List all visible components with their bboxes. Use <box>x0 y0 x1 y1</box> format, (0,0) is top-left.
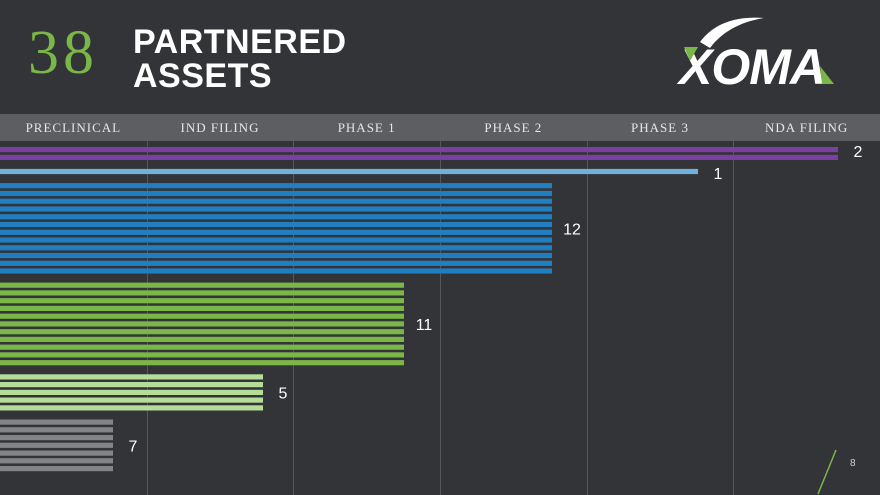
asset-bar <box>0 147 838 153</box>
bar-group-phase-3 <box>0 168 698 175</box>
asset-bar <box>0 221 552 228</box>
asset-bar <box>0 329 404 335</box>
asset-bar <box>0 305 404 311</box>
asset-bar <box>0 374 263 380</box>
asset-bar <box>0 260 552 266</box>
xoma-logo: XOMA <box>676 17 834 90</box>
count-label-phase-1: 11 <box>416 317 433 334</box>
phase-label-preclinical: PRECLINICAL <box>25 120 122 135</box>
bar-group-preclinical <box>0 419 113 472</box>
asset-bar <box>0 352 404 358</box>
asset-bar <box>0 214 552 220</box>
asset-bar <box>0 229 552 235</box>
asset-bar <box>0 450 113 456</box>
phase-header-band <box>0 114 880 141</box>
asset-bar <box>0 405 263 411</box>
asset-bar <box>0 466 113 472</box>
logo-text: XOMA <box>676 39 825 90</box>
asset-bar <box>0 298 404 304</box>
asset-bar <box>0 382 263 388</box>
count-label-ind-filing: 5 <box>279 385 288 402</box>
asset-bar <box>0 336 404 342</box>
count-label-preclinical: 7 <box>129 438 138 455</box>
asset-bar <box>0 290 404 296</box>
bar-group-phase-1 <box>0 282 404 366</box>
asset-bar <box>0 360 404 366</box>
asset-bar <box>0 245 552 251</box>
count-label-nda-filing: 2 <box>854 144 863 161</box>
asset-bar <box>0 268 552 274</box>
asset-bar <box>0 154 838 160</box>
asset-count: 38 <box>28 19 98 87</box>
phase-label-phase-2: PHASE 2 <box>484 120 543 135</box>
asset-bar <box>0 206 552 212</box>
count-label-phase-2: 12 <box>563 221 581 238</box>
count-label-phase-3: 1 <box>714 166 723 183</box>
asset-bar <box>0 313 404 319</box>
asset-bar <box>0 321 404 327</box>
title-line-1: PARTNERED <box>133 23 347 61</box>
asset-bar <box>0 190 552 197</box>
asset-bar <box>0 183 552 189</box>
asset-bar <box>0 435 113 441</box>
phase-label-phase-1: PHASE 1 <box>337 120 396 135</box>
asset-bar <box>0 458 113 464</box>
bar-group-nda-filing <box>0 147 838 160</box>
asset-bar <box>0 389 263 395</box>
bar-group-phase-2 <box>0 183 552 274</box>
asset-bar <box>0 427 113 433</box>
bar-group-ind-filing <box>0 374 263 411</box>
asset-bar <box>0 419 113 425</box>
asset-bar <box>0 397 263 403</box>
page-number: 8 <box>850 458 856 469</box>
asset-bar <box>0 237 552 243</box>
asset-bar <box>0 168 698 175</box>
asset-bar <box>0 198 552 204</box>
asset-bar <box>0 442 113 448</box>
phase-label-phase-3: PHASE 3 <box>631 120 689 135</box>
title-line-2: ASSETS <box>133 57 273 95</box>
pipeline-chart: 2 1 12 11 5 7 <box>0 141 863 495</box>
phase-label-nda-filing: NDA FILING <box>765 120 849 135</box>
asset-bar <box>0 344 404 350</box>
asset-bar <box>0 252 552 259</box>
asset-bar <box>0 282 404 288</box>
phase-label-ind-filing: IND FILING <box>180 120 260 135</box>
